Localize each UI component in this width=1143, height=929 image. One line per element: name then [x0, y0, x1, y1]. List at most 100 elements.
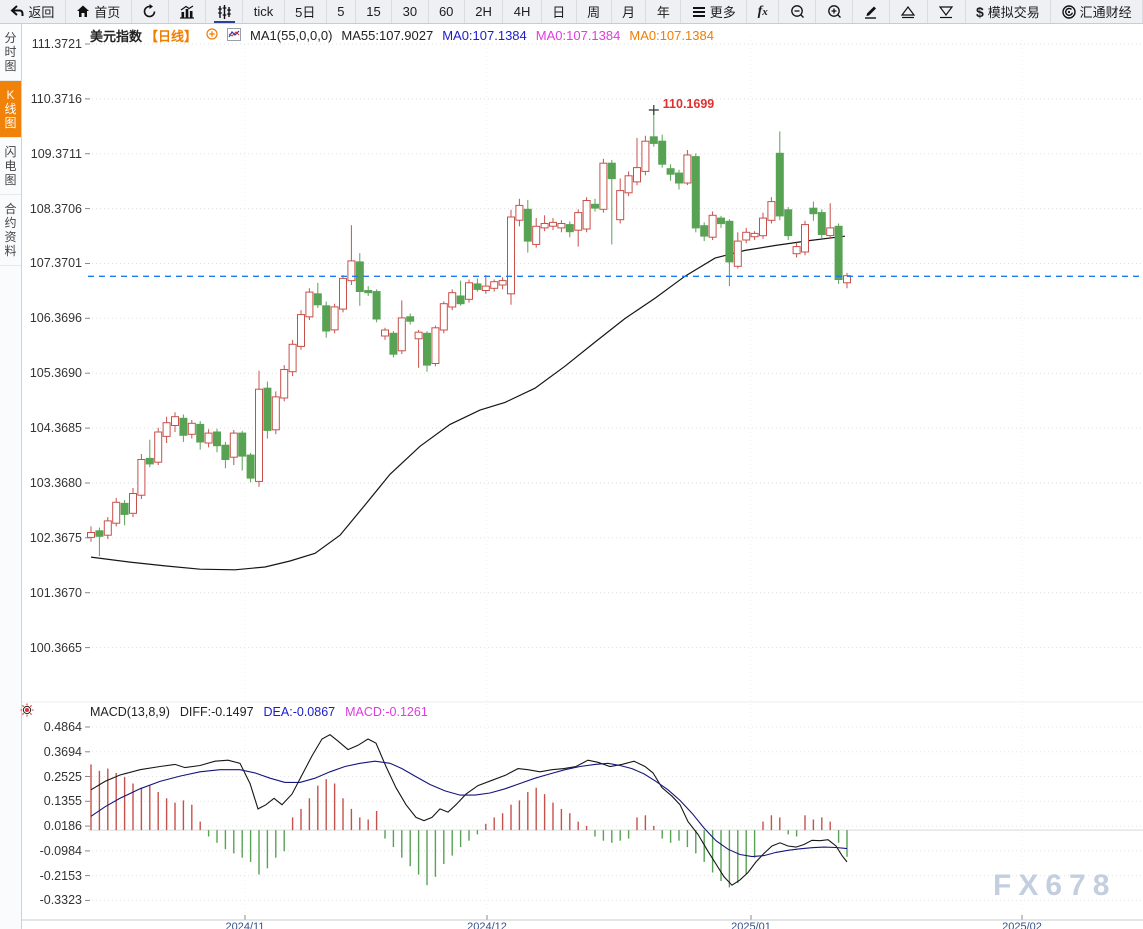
indicator-settings-sun-icon[interactable] — [20, 703, 34, 722]
toolbar-label-more: 更多 — [709, 5, 736, 20]
mini-chart-icon[interactable] — [227, 27, 242, 44]
toolbar-button-month[interactable]: 月 — [612, 0, 647, 23]
macd-tick-label: 0.0186 — [43, 819, 82, 834]
toolbar-label-huitong: 汇通财经 — [1079, 5, 1132, 20]
toolbar-button-tick[interactable]: tick — [243, 0, 285, 23]
price-tick-label: 110.3716 — [30, 91, 82, 106]
ma55-line — [90, 235, 846, 571]
toolbar-button-zoom-out[interactable] — [779, 0, 817, 23]
price-tick-label: 103.3680 — [29, 475, 82, 490]
toolbar-button-5d[interactable]: 5日 — [285, 0, 327, 23]
date-tick-label: 2024/11 — [225, 921, 265, 929]
toolbar-button-more[interactable]: 更多 — [681, 0, 748, 23]
price-tick-label: 106.3696 — [29, 311, 82, 326]
toolbar-button-bar-chart[interactable] — [169, 0, 207, 23]
ma55-value: MA55:107.9027 — [341, 28, 434, 43]
toolbar-button-60[interactable]: 60 — [429, 0, 465, 23]
back-arrow-icon — [10, 5, 24, 18]
candlestick-series — [87, 110, 851, 557]
price-tick-label: 100.3665 — [29, 640, 82, 655]
toolbar-button-sim-trade[interactable]: $ 模拟交易 — [966, 0, 1052, 23]
toolbar-button-indicator-fx[interactable]: fx — [747, 0, 780, 23]
ma-setting-label: MA1(55,0,0,0) — [250, 28, 333, 43]
toolbar-button-day[interactable]: 日 — [542, 0, 577, 23]
toolbar-button-triangle-down[interactable] — [928, 0, 966, 23]
menu-icon — [692, 6, 706, 18]
macd-header: MACD(13,8,9) DIFF:-0.1497 DEA:-0.0867 MA… — [90, 705, 428, 719]
price-tick-label: 108.3706 — [29, 201, 82, 216]
fx678-watermark: FX678 — [993, 869, 1117, 902]
macd-dea-line — [90, 760, 848, 858]
zoom-in-icon — [827, 4, 842, 19]
date-tick-label: 2025/01 — [731, 921, 771, 929]
toolbar-label-60: 60 — [438, 4, 454, 19]
sidebar-item-kline-chart[interactable]: K 线 图 — [0, 81, 21, 138]
toolbar-label-30: 30 — [402, 4, 418, 19]
price-tick-label: 105.3690 — [29, 366, 82, 381]
zoom-out-icon — [790, 4, 805, 19]
toolbar-label-day: 日 — [552, 5, 566, 20]
refresh-icon — [142, 4, 157, 19]
toolbar-button-zoom-in[interactable] — [816, 0, 853, 23]
macd-title: MACD(13,8,9) — [90, 705, 170, 719]
kline-icon — [217, 4, 232, 19]
toolbar-label-home: 首页 — [94, 5, 121, 20]
macd-tick-label: 0.2525 — [43, 769, 82, 784]
toolbar-label-15: 15 — [366, 4, 381, 19]
fx-icon: fx — [757, 3, 768, 19]
huitong-logo-icon — [1061, 4, 1076, 19]
macd-tick-label: -0.3323 — [39, 893, 82, 908]
toolbar-button-back[interactable]: 返回 — [0, 0, 66, 23]
toolbar-button-triangle-up[interactable] — [890, 0, 928, 23]
peak-marker — [648, 104, 659, 115]
macd-tick-label: -0.2153 — [39, 868, 82, 883]
macd-tick-label: 0.3694 — [43, 744, 82, 759]
toolbar-label-month: 月 — [622, 5, 636, 20]
toolbar-button-30[interactable]: 30 — [392, 0, 429, 23]
toolbar-button-4h[interactable]: 4H — [503, 0, 542, 23]
macd-dea-value: DEA:-0.0867 — [263, 705, 336, 719]
toolbar-button-year[interactable]: 年 — [646, 0, 682, 23]
chart-header: 美元指数 【日线】 MA1(55,0,0,0) MA55:107.9027 MA… — [90, 26, 714, 45]
toolbar-button-2h[interactable]: 2H — [465, 0, 504, 23]
macd-tick-label: -0.0984 — [39, 843, 82, 858]
bar-chart-icon — [179, 4, 195, 19]
sidebar-item-contract-info[interactable]: 合 约 资 料 — [0, 195, 21, 266]
toolbar-button-draw[interactable] — [853, 0, 890, 23]
peak-price-annotation: 110.1699 — [662, 96, 715, 111]
toolbar-button-week[interactable]: 周 — [577, 0, 612, 23]
symbol-name: 美元指数 — [90, 29, 143, 44]
macd-tick-label: 0.4864 — [43, 720, 82, 734]
macd-diff-value: DIFF:-0.1497 — [179, 705, 254, 719]
triangle-up-icon — [900, 5, 916, 19]
top-toolbar: 返回 首页 tick 5日 5 15 30 60 2H 4H 日 周 月 年 更多 fx $ 模拟交易 汇通财经 — [0, 0, 1143, 24]
price-tick-label: 107.3701 — [29, 256, 82, 271]
toolbar-button-refresh[interactable] — [132, 0, 169, 23]
toolbar-button-kline[interactable] — [206, 0, 244, 23]
price-tick-label: 102.3675 — [29, 530, 82, 545]
period-label: 【日线】 — [145, 29, 198, 44]
dollar-icon: $ — [975, 3, 984, 20]
macd-tick-label: 0.1355 — [43, 794, 82, 809]
toolbar-label-tick: tick — [253, 4, 274, 19]
toolbar-button-home[interactable]: 首页 — [66, 0, 132, 23]
toolbar-button-5[interactable]: 5 — [327, 0, 356, 23]
ma0-orange-value: MA0:107.1384 — [629, 28, 714, 43]
price-tick-label: 109.3711 — [30, 146, 82, 161]
sidebar-item-time-chart[interactable]: 分 时 图 — [0, 24, 21, 81]
home-icon — [76, 5, 90, 18]
toolbar-label-4h: 4H — [513, 4, 531, 19]
macd-macd-value: MACD:-0.1261 — [345, 705, 428, 719]
expand-plus-icon[interactable] — [206, 28, 218, 43]
triangle-down-icon — [938, 5, 954, 19]
sidebar-item-lightning-chart[interactable]: 闪 电 图 — [0, 138, 21, 195]
toolbar-label-year: 年 — [656, 5, 670, 20]
toolbar-label-sim-trade: 模拟交易 — [987, 5, 1040, 20]
pencil-icon — [863, 5, 878, 19]
toolbar-button-15[interactable]: 15 — [356, 0, 393, 23]
toolbar-label-back: 返回 — [28, 5, 55, 20]
macd-diff-line — [90, 734, 848, 886]
